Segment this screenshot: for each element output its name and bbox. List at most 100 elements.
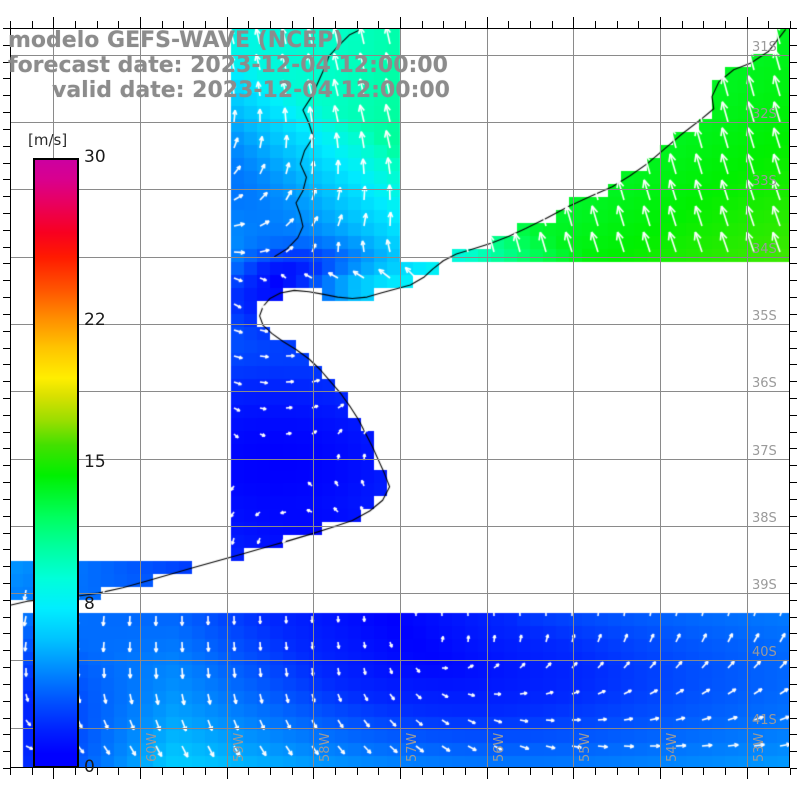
latitude-label: 38S — [752, 511, 777, 526]
axis-tick — [3, 432, 10, 433]
axis-tick — [790, 348, 797, 349]
axis-tick — [3, 566, 10, 567]
latitude-label: 31S — [752, 40, 777, 55]
axis-tick — [3, 465, 10, 466]
axis-tick — [682, 21, 683, 28]
axis-tick — [3, 499, 10, 500]
axis-tick — [162, 21, 163, 28]
axis-tick — [725, 21, 726, 28]
longitude-label: 53W — [752, 732, 767, 762]
axis-tick — [270, 768, 271, 775]
axis-tick — [530, 21, 531, 28]
axis-tick — [530, 768, 531, 775]
axis-tick — [3, 701, 10, 702]
axis-tick — [3, 667, 10, 668]
axis-tick — [422, 21, 423, 28]
axis-tick — [747, 17, 748, 28]
axis-tick — [75, 21, 76, 28]
axis-tick — [790, 314, 797, 315]
axis-tick — [3, 331, 10, 332]
axis-tick — [227, 17, 228, 28]
gridline-meridian — [400, 28, 401, 768]
axis-tick — [552, 768, 553, 775]
colorbar-tick-label: 8 — [84, 594, 95, 615]
gridline-parallel — [10, 257, 790, 258]
axis-tick — [790, 533, 797, 534]
axis-tick — [378, 768, 379, 775]
axis-tick — [790, 21, 791, 28]
axis-tick — [487, 17, 488, 28]
axis-tick — [790, 179, 797, 180]
axis-tick — [595, 21, 596, 28]
colorbar-tick-label: 0 — [84, 757, 95, 777]
axis-tick — [162, 768, 163, 775]
axis-tick — [660, 768, 661, 779]
axis-tick — [335, 768, 336, 775]
gridline-parallel — [10, 728, 790, 729]
axis-tick — [508, 768, 509, 775]
axis-tick — [3, 398, 10, 399]
axis-tick — [790, 465, 797, 466]
axis-tick — [790, 684, 797, 685]
axis-tick — [790, 617, 797, 618]
axis-tick — [790, 196, 797, 197]
axis-tick — [3, 163, 10, 164]
gridline-parallel — [10, 660, 790, 661]
axis-tick — [3, 533, 10, 534]
axis-tick — [487, 768, 488, 779]
axis-tick — [595, 768, 596, 775]
axis-tick — [790, 146, 797, 147]
axis-tick — [3, 112, 10, 113]
axis-tick — [790, 129, 797, 130]
axis-tick — [790, 263, 797, 264]
axis-tick — [3, 129, 10, 130]
axis-tick — [3, 549, 10, 550]
axis-tick — [790, 650, 797, 651]
gridline-parallel — [10, 55, 790, 56]
gridline-parallel — [10, 324, 790, 325]
axis-tick — [790, 297, 797, 298]
axis-tick — [3, 448, 10, 449]
axis-tick — [3, 734, 10, 735]
axis-tick — [790, 213, 797, 214]
axis-tick — [790, 600, 797, 601]
axis-tick — [3, 718, 10, 719]
axis-tick — [790, 667, 797, 668]
axis-tick — [3, 600, 10, 601]
axis-tick — [682, 768, 683, 775]
axis-tick — [790, 448, 797, 449]
axis-tick — [747, 768, 748, 779]
axis-tick — [227, 768, 228, 779]
axis-tick — [3, 263, 10, 264]
axis-tick — [75, 768, 76, 775]
axis-tick — [248, 768, 249, 775]
axis-tick — [725, 768, 726, 775]
axis-tick — [790, 280, 797, 281]
axis-tick — [3, 751, 10, 752]
axis-tick — [10, 21, 11, 28]
axis-tick — [140, 768, 141, 779]
axis-tick — [3, 297, 10, 298]
longitude-label: 58W — [318, 732, 333, 762]
axis-tick — [3, 213, 10, 214]
axis-tick — [790, 230, 797, 231]
axis-tick — [53, 768, 54, 779]
longitude-label: 59W — [232, 732, 247, 762]
axis-tick — [790, 516, 797, 517]
axis-tick — [790, 499, 797, 500]
gridline-meridian — [487, 28, 488, 768]
axis-tick — [205, 21, 206, 28]
axis-tick — [3, 617, 10, 618]
axis-tick — [790, 45, 797, 46]
axis-tick — [790, 112, 797, 113]
axis-tick — [790, 432, 797, 433]
axis-tick — [3, 247, 10, 248]
axis-tick — [335, 21, 336, 28]
axis-tick — [790, 751, 797, 752]
axis-tick — [703, 768, 704, 775]
axis-tick — [790, 398, 797, 399]
axis-tick — [638, 21, 639, 28]
longitude-label: 55W — [578, 732, 593, 762]
gridline-parallel — [10, 391, 790, 392]
